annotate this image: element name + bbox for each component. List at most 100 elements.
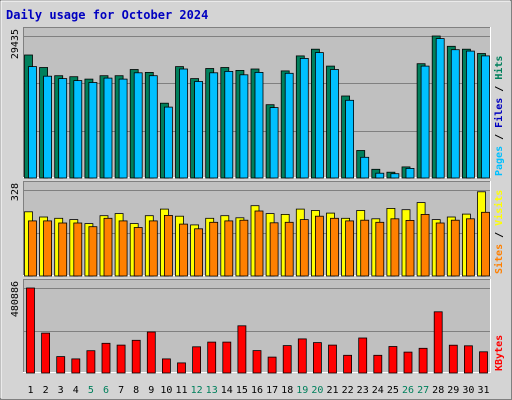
day-label-23: 23: [357, 385, 369, 396]
bar-sites-day-15: [239, 219, 249, 277]
day-label-13: 13: [206, 385, 218, 396]
day-label-2: 2: [43, 385, 49, 396]
bar-kbytes-day-18: [282, 345, 292, 374]
legend-entry-files: Files: [493, 98, 505, 128]
legend: Sites / Visits: [493, 190, 505, 274]
day-label-12: 12: [191, 385, 203, 396]
y-max-tick-label: 480886: [10, 281, 21, 317]
day-label-26: 26: [402, 385, 414, 396]
bar-sites-day-30: [465, 218, 475, 277]
bar-files-day-17: [269, 107, 279, 179]
bar-sites-day-9: [148, 220, 158, 277]
bar-kbytes-day-3: [56, 356, 66, 374]
bar-files-day-14: [224, 71, 234, 179]
y-max-tick-label: 328: [10, 183, 21, 201]
bar-kbytes-day-13: [207, 341, 217, 374]
legend-entry-pages: Pages: [494, 146, 505, 176]
bar-sites-day-19: [299, 219, 309, 277]
bar-sites-day-29: [450, 219, 460, 277]
bar-files-day-3: [58, 78, 68, 179]
bar-kbytes-day-8: [131, 339, 141, 374]
bar-sites-day-22: [345, 220, 355, 277]
day-label-11: 11: [175, 385, 187, 396]
bar-files-day-5: [88, 82, 98, 179]
bar-sites-day-26: [405, 219, 415, 277]
bar-files-day-8: [133, 72, 143, 179]
bar-files-day-7: [118, 78, 128, 179]
legend-entry-visits: Visits: [493, 190, 505, 226]
bar-sites-day-21: [330, 217, 339, 277]
bar-sites-day-31: [481, 211, 490, 277]
day-label-4: 4: [73, 385, 79, 396]
bar-files-day-20: [314, 52, 324, 179]
bar-files-day-18: [284, 72, 294, 179]
bar-sites-day-23: [360, 219, 370, 277]
bar-sites-day-10: [163, 214, 173, 277]
bar-files-day-30: [465, 50, 475, 179]
day-label-15: 15: [236, 385, 248, 396]
bar-files-day-4: [73, 80, 83, 179]
bar-files-day-15: [239, 74, 249, 179]
day-label-5: 5: [88, 385, 94, 396]
day-label-1: 1: [27, 385, 33, 396]
bar-sites-day-20: [314, 215, 324, 277]
day-label-31: 31: [477, 385, 489, 396]
day-label-20: 20: [311, 385, 323, 396]
bar-kbytes-day-16: [252, 350, 262, 374]
day-label-21: 21: [326, 385, 338, 396]
legend-entry-kbytes: KBytes: [494, 335, 505, 371]
bar-sites-day-13: [209, 221, 219, 277]
day-label-14: 14: [221, 385, 233, 396]
bar-files-day-28: [435, 38, 445, 179]
bar-kbytes-day-2: [41, 332, 50, 374]
bar-files-day-16: [254, 72, 264, 179]
day-label-8: 8: [133, 385, 139, 396]
legend-separator: /: [494, 80, 505, 98]
bar-sites-day-16: [254, 210, 264, 277]
bar-kbytes-day-10: [161, 358, 171, 374]
bar-kbytes-day-24: [373, 354, 383, 374]
bar-kbytes-day-7: [116, 344, 126, 374]
bar-kbytes-day-12: [192, 346, 202, 374]
legend: Pages / Files / Hits: [493, 56, 505, 176]
x-axis-day-labels: 1 2 3 4 5 6 7 8 9 10 11 12 13 14 15 16 17 18 19 20 21 22 23 24 2…: [27, 385, 489, 396]
bar-kbytes-day-29: [448, 344, 458, 374]
day-label-24: 24: [372, 385, 384, 396]
bar-kbytes-day-20: [312, 342, 322, 374]
bar-sites-day-11: [179, 223, 188, 277]
bar-kbytes-day-6: [101, 342, 111, 374]
bar-kbytes-day-17: [267, 356, 277, 374]
panel-kbytes: 480886 KBytes: [10, 279, 505, 374]
bar-sites-day-8: [133, 227, 143, 277]
bar-sites-day-24: [375, 221, 385, 277]
panel-hits-files-pages: 29435 Pages / Files / Hits: [10, 27, 505, 179]
bar-kbytes-day-4: [71, 358, 81, 374]
bar-kbytes-day-21: [328, 344, 337, 374]
legend: KBytes: [494, 335, 505, 371]
day-label-10: 10: [160, 385, 172, 396]
bar-kbytes-day-31: [479, 351, 488, 374]
bar-kbytes-day-11: [177, 362, 186, 374]
bar-files-day-11: [179, 68, 188, 179]
bar-files-day-13: [209, 72, 219, 179]
bar-files-day-24: [375, 172, 385, 179]
day-label-29: 29: [447, 385, 459, 396]
day-label-19: 19: [296, 385, 308, 396]
bar-kbytes-day-15: [237, 325, 247, 374]
bar-files-day-2: [43, 75, 52, 179]
day-label-17: 17: [266, 385, 278, 396]
bar-kbytes-day-5: [86, 350, 96, 374]
bar-sites-day-25: [390, 218, 400, 277]
bar-files-day-22: [345, 99, 355, 179]
bar-files-day-26: [405, 167, 415, 179]
day-label-6: 6: [103, 385, 109, 396]
day-label-28: 28: [432, 385, 444, 396]
legend-separator: /: [494, 226, 505, 244]
bar-files-day-23: [360, 156, 370, 179]
bar-files-day-9: [148, 75, 158, 179]
bar-sites-day-7: [118, 220, 128, 277]
day-label-3: 3: [58, 385, 64, 396]
bar-files-day-10: [163, 106, 173, 179]
bar-sites-day-18: [284, 221, 294, 277]
day-label-22: 22: [342, 385, 354, 396]
